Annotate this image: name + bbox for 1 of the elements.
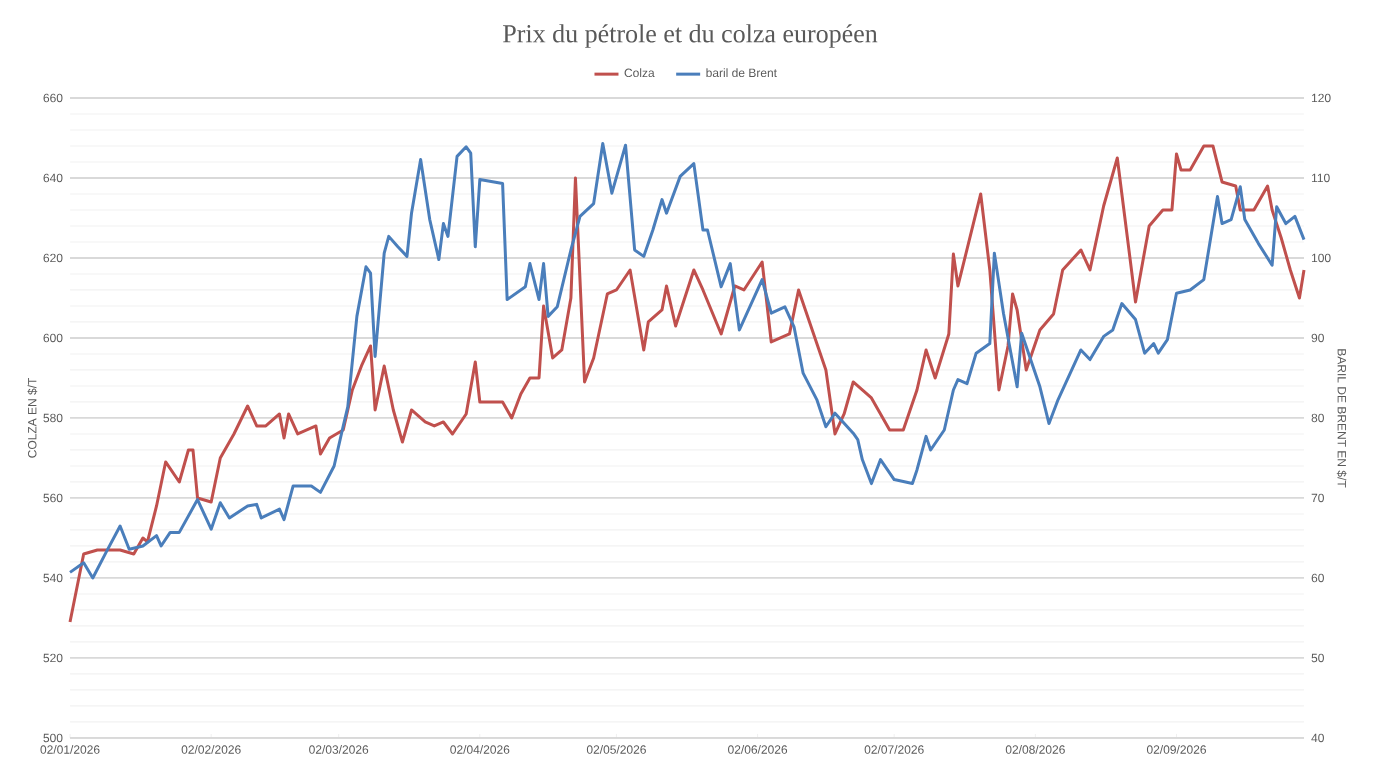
chart-title: Prix du pétrole et du colza européen <box>503 24 878 48</box>
